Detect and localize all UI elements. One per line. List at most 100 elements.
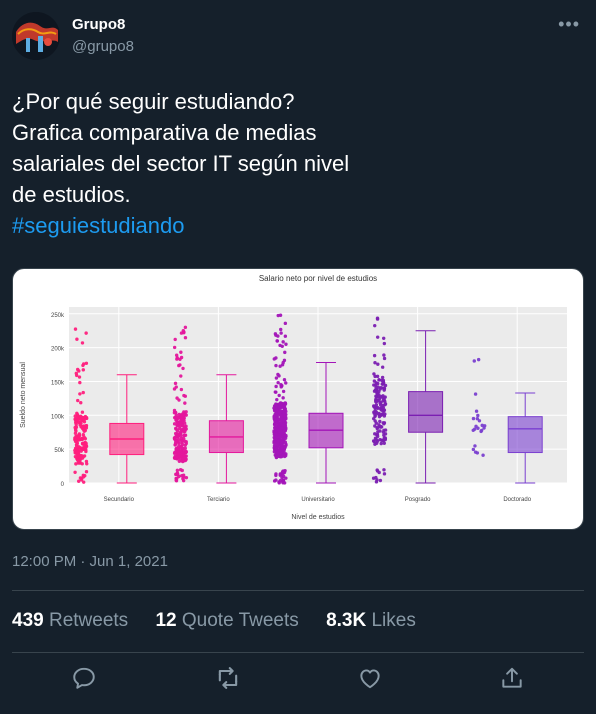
tweet-text-line: salariales del sector IT según nivel [12, 151, 350, 176]
data-point [84, 331, 88, 335]
data-point [180, 439, 184, 443]
data-point [279, 420, 283, 424]
data-point [382, 395, 386, 400]
data-point [281, 396, 285, 400]
data-point [81, 362, 86, 366]
data-point [277, 410, 282, 415]
data-point [379, 412, 384, 417]
data-point [278, 313, 283, 317]
tweet-media[interactable]: 0 50k 100k 150k 200k 250k Secundario Terciario U… [12, 268, 584, 530]
data-point [80, 462, 84, 466]
data-point [181, 477, 185, 481]
avatar[interactable] [12, 12, 60, 60]
data-point [184, 424, 188, 428]
data-point [374, 388, 378, 392]
data-point [84, 361, 89, 365]
data-point [274, 446, 278, 451]
y-axis-label: Sueldo neto mensual [20, 362, 27, 428]
data-point [82, 415, 86, 420]
data-point [182, 421, 187, 425]
user-handle[interactable]: @grupo8 [72, 38, 134, 55]
data-point [78, 380, 82, 385]
share-button[interactable] [492, 658, 532, 698]
data-point [373, 323, 377, 328]
data-point [82, 420, 87, 424]
data-point [281, 471, 285, 476]
data-point [282, 403, 287, 408]
data-point [279, 327, 283, 332]
chart-title: Salario neto por nivel de estudios [259, 274, 377, 283]
data-point [184, 475, 189, 480]
data-point [378, 419, 382, 424]
data-point [374, 397, 378, 401]
reply-button[interactable] [64, 658, 104, 698]
data-point [277, 433, 281, 438]
data-point [74, 422, 78, 427]
data-point [181, 366, 185, 371]
data-point [374, 410, 379, 414]
data-point [279, 413, 283, 418]
data-point [278, 343, 282, 348]
data-point [282, 418, 286, 422]
data-point [274, 390, 278, 394]
more-options-icon[interactable]: ••• [558, 14, 580, 34]
retweets-stat[interactable]: 439 Retweets [12, 610, 128, 631]
data-point [474, 409, 479, 413]
likes-stat[interactable]: 8.3K Likes [326, 610, 416, 631]
data-point [383, 436, 388, 441]
data-point [272, 357, 276, 361]
data-point [172, 436, 177, 440]
tweet-stats: 439 Retweets 12 Quote Tweets 8.3K Likes [12, 610, 438, 632]
data-point [372, 383, 376, 387]
data-point [174, 418, 178, 422]
x-tick-label: Secundario [104, 497, 135, 503]
data-point [375, 374, 380, 379]
data-point [379, 385, 383, 390]
data-point [178, 357, 182, 361]
data-point [275, 339, 280, 343]
data-point [274, 408, 279, 412]
data-point [482, 426, 486, 430]
x-tick-label: Doctorado [503, 497, 531, 503]
share-icon [502, 667, 522, 688]
data-point [175, 476, 179, 481]
data-point [80, 410, 85, 414]
data-point [77, 433, 81, 438]
data-point [183, 446, 187, 450]
data-point [183, 336, 188, 340]
data-point [378, 429, 382, 433]
tweet-timestamp[interactable]: 12:00 PM · Jun 1, 2021 [12, 553, 168, 570]
y-tick-label: 50k [54, 448, 65, 454]
data-point [84, 441, 88, 446]
data-point [475, 417, 480, 421]
data-point [382, 441, 386, 445]
display-name[interactable]: Grupo8 [72, 16, 126, 33]
data-point [274, 473, 278, 478]
data-point [75, 337, 79, 341]
hashtag-link[interactable]: #seguiestudiando [12, 213, 185, 238]
data-point [75, 456, 79, 460]
data-point [276, 428, 281, 432]
data-point [82, 454, 87, 458]
data-point [274, 435, 278, 439]
data-point [283, 321, 288, 326]
data-point [479, 429, 483, 434]
data-point [477, 419, 482, 423]
data-point [81, 368, 85, 372]
data-point [372, 379, 377, 383]
data-point [276, 439, 280, 444]
y-tick-label: 0 [61, 482, 65, 488]
retweet-button[interactable] [208, 658, 248, 698]
data-point [80, 456, 85, 460]
data-point [282, 378, 287, 382]
quotes-label: Quote Tweets [181, 610, 299, 631]
data-point [279, 331, 283, 335]
data-point [272, 406, 276, 410]
like-button[interactable] [350, 658, 390, 698]
y-tick-label: 200k [51, 347, 65, 353]
quotes-stat[interactable]: 12 Quote Tweets [155, 610, 298, 631]
data-point [79, 421, 83, 425]
data-point [81, 480, 86, 484]
data-point [371, 416, 376, 421]
data-point [174, 447, 179, 451]
